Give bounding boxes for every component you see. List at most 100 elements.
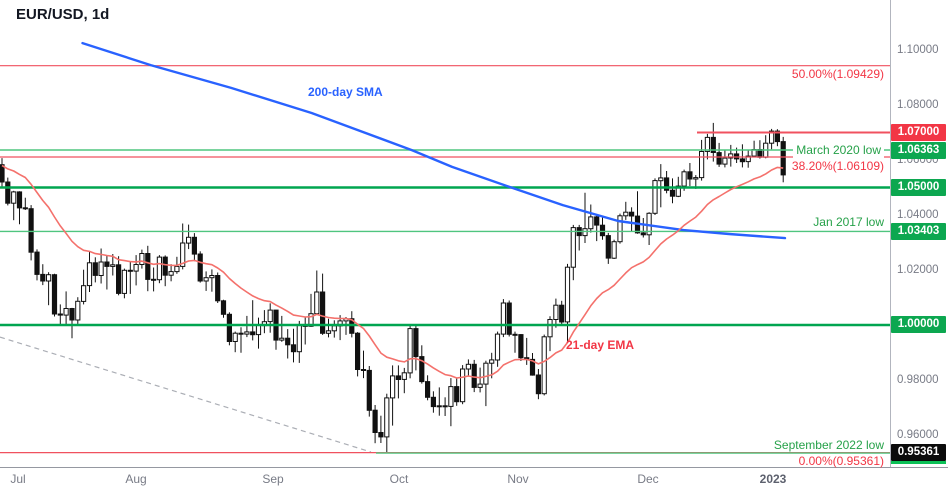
candle-body <box>535 374 541 395</box>
candle-body <box>489 359 495 364</box>
annotation-label[interactable]: September 2022 low <box>773 438 884 452</box>
candle-body <box>739 158 745 163</box>
candle-body <box>529 358 536 376</box>
candle-body <box>564 266 571 323</box>
candle-body <box>384 397 390 438</box>
candle-body <box>687 171 693 180</box>
candle-body <box>81 285 87 302</box>
candle-body <box>716 152 722 165</box>
candle-body <box>483 362 489 385</box>
candle-body <box>40 273 46 282</box>
x-axis-tick-2023: 2023 <box>759 472 787 486</box>
candle-body <box>652 180 658 214</box>
candle-body <box>675 185 681 197</box>
candle-body <box>127 269 133 272</box>
candle-body <box>465 363 471 370</box>
candles <box>0 122 786 453</box>
y-axis-label: 0.98000 <box>897 373 939 386</box>
candle-body <box>314 291 320 315</box>
candle-body <box>617 215 623 243</box>
annotation-label[interactable]: 50.00%(1.09429) <box>791 67 884 81</box>
candle-body <box>116 264 122 294</box>
price-badge: 1.03403 <box>891 222 946 240</box>
badge-underline <box>891 461 946 465</box>
x-axis-tick-nov: Nov <box>507 472 529 486</box>
symbol-title[interactable]: EUR/USD, 1d <box>16 6 110 23</box>
candle-body <box>500 302 506 335</box>
candle-body <box>209 275 215 279</box>
candle-body <box>774 130 780 143</box>
candle-body <box>658 177 664 182</box>
annotation-label[interactable]: March 2020 low <box>793 142 884 158</box>
annotation-label[interactable]: Jan 2017 low <box>813 215 884 229</box>
candle-body <box>401 372 407 380</box>
candle-body <box>110 264 116 267</box>
candle-body <box>360 369 367 371</box>
candle-body <box>494 333 501 361</box>
candle-body <box>599 224 606 237</box>
candle-body <box>704 136 710 152</box>
candle-body <box>372 409 378 434</box>
candle-body <box>699 151 705 179</box>
candle-body <box>582 228 588 237</box>
candle-body <box>133 264 139 272</box>
x-axis-tick-dec: Dec <box>637 472 659 486</box>
candle-body <box>710 136 716 153</box>
candle-body <box>413 328 419 358</box>
candle-body <box>355 332 361 371</box>
candle-body <box>69 308 75 321</box>
annotation-label[interactable]: 21-day EMA <box>566 338 635 352</box>
y-axis-label: 1.08000 <box>897 98 939 111</box>
ema-21-line[interactable] <box>1 164 784 379</box>
candle-body <box>250 331 256 336</box>
candle-body <box>436 405 442 408</box>
sma-200-line[interactable] <box>81 41 787 240</box>
candle-body <box>664 177 670 191</box>
candle-body <box>203 277 209 282</box>
candle-body <box>232 332 238 343</box>
candle-body <box>460 368 466 403</box>
candle-body <box>238 332 244 335</box>
candle-body <box>506 302 512 335</box>
candle-body <box>5 181 11 204</box>
candle-body <box>512 333 518 336</box>
price-badge: 0.95361 <box>891 444 946 462</box>
candle-body <box>16 191 23 209</box>
annotation-label[interactable]: 38.20%(1.06109) <box>791 159 884 173</box>
candle-body <box>629 211 635 217</box>
candle-body <box>693 177 699 180</box>
candle-body <box>331 325 337 332</box>
candle-body <box>244 331 250 335</box>
candle-body <box>605 235 611 259</box>
candle-body <box>366 369 372 411</box>
candle-body <box>640 232 646 236</box>
candle-body <box>267 309 273 323</box>
candle-body <box>0 164 5 183</box>
candle-body <box>745 155 751 163</box>
candle-body <box>156 256 163 281</box>
candle-body <box>722 157 728 165</box>
candle-body <box>611 241 617 259</box>
candle-body <box>518 334 524 359</box>
candle-body <box>255 325 262 336</box>
price-badge: 1.05000 <box>891 178 946 196</box>
candle-body <box>325 330 332 334</box>
candle-body <box>780 141 786 176</box>
candle-body <box>454 386 460 403</box>
x-axis-tick-oct: Oct <box>389 472 409 486</box>
annotation-label[interactable]: 200-day SMA <box>308 85 383 99</box>
candle-body <box>191 236 198 255</box>
candle-body <box>139 253 145 265</box>
annotation-label[interactable]: 0.00%(0.95361) <box>798 454 884 468</box>
candle-body <box>145 253 151 280</box>
candle-body <box>174 265 180 273</box>
candle-body <box>98 261 104 276</box>
candle-body <box>570 227 576 268</box>
candle-body <box>681 171 687 187</box>
candle-body <box>186 236 192 244</box>
candle-body <box>442 405 448 408</box>
candle-body <box>28 208 34 253</box>
candle-body <box>553 304 559 321</box>
